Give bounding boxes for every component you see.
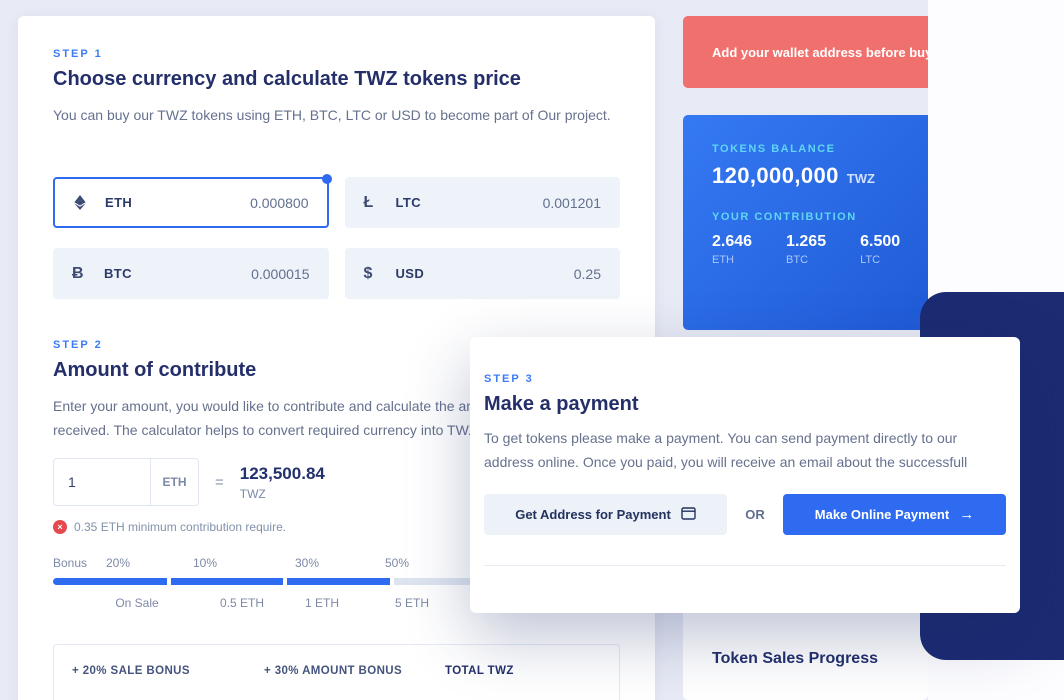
bonus-percent: 50%	[384, 556, 410, 570]
currency-tile-usd[interactable]: $ USD 0.25	[344, 248, 620, 299]
contribution-unit: LTC	[860, 254, 881, 266]
dollar-icon: $	[363, 264, 373, 282]
bar-segment-filled	[171, 578, 283, 585]
or-label: OR	[745, 507, 765, 522]
wallet-alert-text: Add your wallet address before buying	[712, 44, 940, 60]
tokens-balance-row: 120,000,000 TWZ	[712, 163, 911, 189]
currency-code: USD	[395, 266, 425, 281]
bonus-tick: 0.5 ETH	[219, 596, 264, 610]
currency-code: ETH	[105, 195, 133, 210]
bonus-percent: 20%	[105, 556, 131, 570]
amount-input-box: ETH	[53, 458, 199, 506]
currency-rate: 0.25	[573, 265, 601, 282]
step3-description: To get tokens please make a payment. You…	[484, 430, 968, 470]
currency-tile-ltc[interactable]: Ł LTC 0.001201	[344, 177, 620, 228]
currency-tile-btc[interactable]: Ƀ BTC 0.000015	[53, 248, 329, 299]
contribution-value: 6.500	[860, 233, 901, 250]
result-value: 123,500.84	[239, 463, 325, 483]
contribution-value: 2.646	[712, 233, 753, 250]
token-sales-progress-title: Token Sales Progress	[712, 650, 878, 667]
contribution-item: 2.646 ETH	[712, 233, 752, 266]
payment-actions-row: Get Address for Payment OR Make Online P…	[484, 494, 1006, 535]
bonus-percent: 10%	[192, 556, 218, 570]
bonus-tick: 5 ETH	[394, 596, 429, 610]
currency-code: LTC	[395, 195, 422, 210]
ethereum-icon	[73, 195, 97, 210]
make-online-payment-button[interactable]: Make Online Payment →	[783, 494, 1006, 535]
step1-description: You can buy our TWZ tokens using ETH, BT…	[53, 107, 611, 123]
currency-rate: 0.001201	[542, 194, 601, 211]
result-unit: TWZ	[239, 486, 266, 501]
contribution-item: 1.265 BTC	[786, 233, 826, 266]
selected-dot	[321, 174, 332, 184]
amount-input[interactable]	[54, 474, 150, 490]
minimum-contribution-text: 0.35 ETH minimum contribution require.	[74, 520, 287, 534]
step2-title: Amount of contribute	[53, 359, 257, 381]
token-sales-progress-card: Token Sales Progress	[683, 598, 928, 700]
currency-code: BTC	[104, 266, 132, 281]
step3-title: Make a payment	[484, 393, 639, 415]
bar-segment-empty	[394, 578, 482, 585]
tokens-balance-value: 120,000,000	[712, 163, 839, 188]
currency-rate: 0.000015	[251, 265, 310, 282]
tokens-balance-label: TOKENS BALANCE	[712, 143, 836, 155]
currency-tile-eth[interactable]: ETH 0.000800	[53, 174, 332, 228]
arrow-right-icon: →	[959, 506, 975, 523]
make-online-payment-label: Make Online Payment	[814, 507, 950, 522]
bar-segment-filled	[287, 578, 390, 585]
step2-label: STEP 2	[53, 339, 103, 351]
amount-bonus-label: + 30% AMOUNT BONUS	[264, 665, 403, 677]
amount-unit-label: ETH	[150, 459, 198, 505]
amount-row: ETH = 123,500.84 TWZ	[53, 458, 620, 506]
wallet-alert-banner[interactable]: Add your wallet address before buying	[683, 16, 940, 88]
minimum-contribution-notice: × 0.35 ETH minimum contribution require.	[53, 520, 620, 534]
contribution-item: 6.500 LTC	[860, 233, 900, 266]
modal-divider	[484, 565, 1006, 566]
currency-rate: 0.000800	[250, 194, 309, 211]
litecoin-icon: Ł	[363, 193, 374, 211]
contribution-label: YOUR CONTRIBUTION	[712, 211, 857, 223]
get-address-button-label: Get Address for Payment	[515, 507, 671, 522]
bonus-summary-box: + 20% SALE BONUS + 30% AMOUNT BONUS TOTA…	[53, 644, 620, 700]
bitcoin-icon: Ƀ	[72, 264, 84, 282]
get-address-button[interactable]: Get Address for Payment	[484, 494, 727, 535]
equals-sign: =	[215, 473, 224, 491]
bonus-tick: On Sale	[115, 596, 159, 610]
error-icon: ×	[53, 520, 67, 534]
contribution-value: 1.265	[786, 233, 827, 250]
step1-label: STEP 1	[53, 48, 103, 60]
conversion-result: 123,500.84 TWZ	[240, 464, 325, 501]
contribution-unit: ETH	[712, 254, 734, 266]
bonus-label: Bonus	[53, 556, 88, 570]
total-twz-label: TOTAL TWZ	[445, 665, 514, 677]
sale-bonus-label: + 20% SALE BONUS	[72, 665, 190, 677]
make-payment-modal: STEP 3 Make a payment To get tokens plea…	[470, 337, 1020, 613]
wallet-address-icon	[681, 506, 696, 523]
step2-description: Enter your amount, you would like to con…	[53, 398, 605, 438]
bonus-percent: 30%	[294, 556, 320, 570]
bar-segment-filled	[53, 578, 167, 585]
contribution-row: 2.646 ETH 1.265 BTC 6.500 LTC	[712, 233, 911, 266]
step1-title: Choose currency and calculate TWZ tokens…	[53, 68, 521, 90]
step3-label: STEP 3	[484, 373, 534, 385]
tokens-balance-card: TOKENS BALANCE 120,000,000 TWZ YOUR CONT…	[683, 115, 940, 330]
bonus-tick: 1 ETH	[304, 596, 339, 610]
contribution-unit: BTC	[786, 254, 809, 266]
tokens-balance-unit: TWZ	[846, 171, 875, 186]
currency-grid: ETH 0.000800 Ł LTC 0.001201 Ƀ BTC 0.0000…	[53, 174, 620, 299]
